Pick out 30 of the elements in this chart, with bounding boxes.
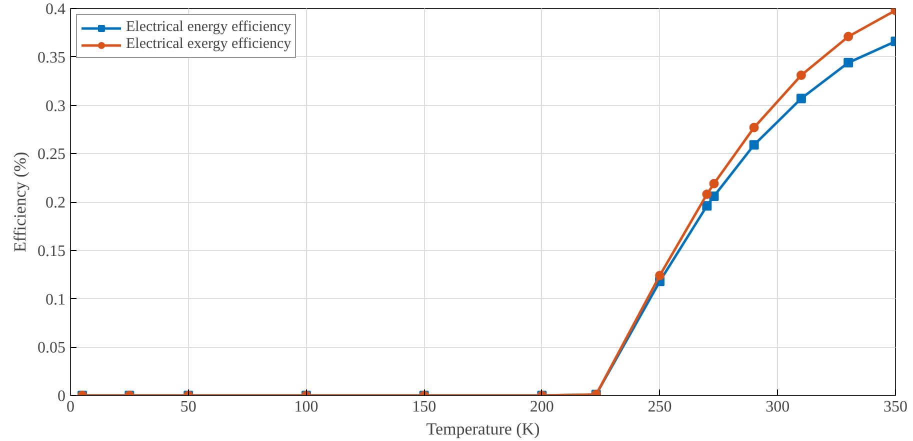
point bbox=[796, 94, 806, 104]
point bbox=[844, 32, 854, 42]
y-tick-label: 0 bbox=[58, 388, 66, 405]
legend-label: Electrical exergy efficiency bbox=[126, 36, 292, 53]
x-tick-label: 350 bbox=[884, 398, 908, 416]
x-tick-label: 200 bbox=[530, 398, 554, 416]
x-tick-label: 100 bbox=[294, 398, 318, 416]
y-tick-label: 0.35 bbox=[38, 49, 66, 66]
point bbox=[749, 140, 759, 150]
y-tick-label: 0.25 bbox=[38, 146, 66, 164]
y-tick-label: 0.1 bbox=[46, 291, 66, 308]
y-axis-title: Efficiency (%) bbox=[10, 152, 30, 252]
y-tick-label: 0.2 bbox=[46, 194, 66, 212]
x-tick-label: 300 bbox=[766, 398, 790, 416]
y-tick-label: 0.4 bbox=[46, 1, 66, 18]
point bbox=[655, 270, 665, 280]
x-axis-title: Temperature (K) bbox=[426, 420, 540, 438]
legend-label: Electrical energy efficiency bbox=[126, 19, 292, 36]
point bbox=[709, 178, 719, 188]
x-tick-label: 150 bbox=[412, 398, 436, 416]
point bbox=[796, 70, 806, 80]
y-tick-label: 0.05 bbox=[38, 340, 66, 357]
point bbox=[844, 58, 854, 68]
point bbox=[702, 201, 712, 211]
y-tick-label: 0.15 bbox=[38, 242, 66, 260]
point bbox=[749, 122, 759, 132]
x-tick-label: 250 bbox=[648, 398, 672, 416]
y-tick-label: 0.3 bbox=[46, 98, 66, 115]
x-tick-label: 50 bbox=[180, 398, 196, 416]
point bbox=[702, 190, 712, 199]
